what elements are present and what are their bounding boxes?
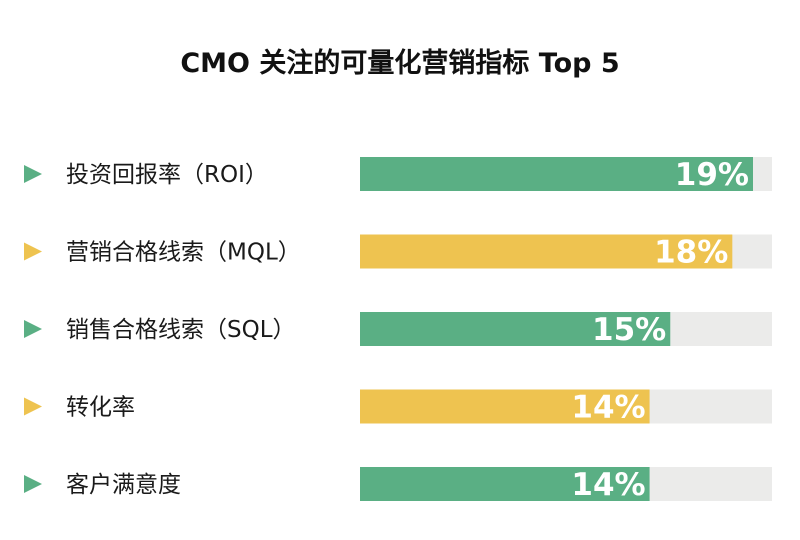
category-label: 投资回报率（ROI） xyxy=(66,162,268,188)
data-label: 19% xyxy=(675,157,749,193)
data-label: 15% xyxy=(592,312,666,348)
bar xyxy=(360,312,671,346)
data-label: 18% xyxy=(654,235,728,271)
category-label: 营销合格线索（MQL） xyxy=(66,240,301,266)
bar-group: 投资回报率（ROI） 19% 营销合格线索（MQL） 18% 销售合格线索（SQL） 15… xyxy=(24,157,772,503)
triangle-right-icon xyxy=(24,320,42,338)
triangle-right-icon xyxy=(24,242,42,261)
triangle-right-icon xyxy=(24,397,42,416)
data-label: 14% xyxy=(571,390,645,426)
bar xyxy=(360,157,753,191)
triangle-right-icon xyxy=(24,475,42,493)
category-label: 客户满意度 xyxy=(66,472,181,498)
bar xyxy=(360,389,650,424)
bar xyxy=(360,234,733,269)
data-label: 14% xyxy=(571,467,645,503)
category-label: 销售合格线索（SQL） xyxy=(66,317,296,343)
bar xyxy=(360,467,650,501)
category-label: 转化率 xyxy=(66,395,135,421)
triangle-right-icon xyxy=(24,165,42,183)
chart-title: CMO 关注的可量化营销指标 Top 5 xyxy=(180,47,619,79)
